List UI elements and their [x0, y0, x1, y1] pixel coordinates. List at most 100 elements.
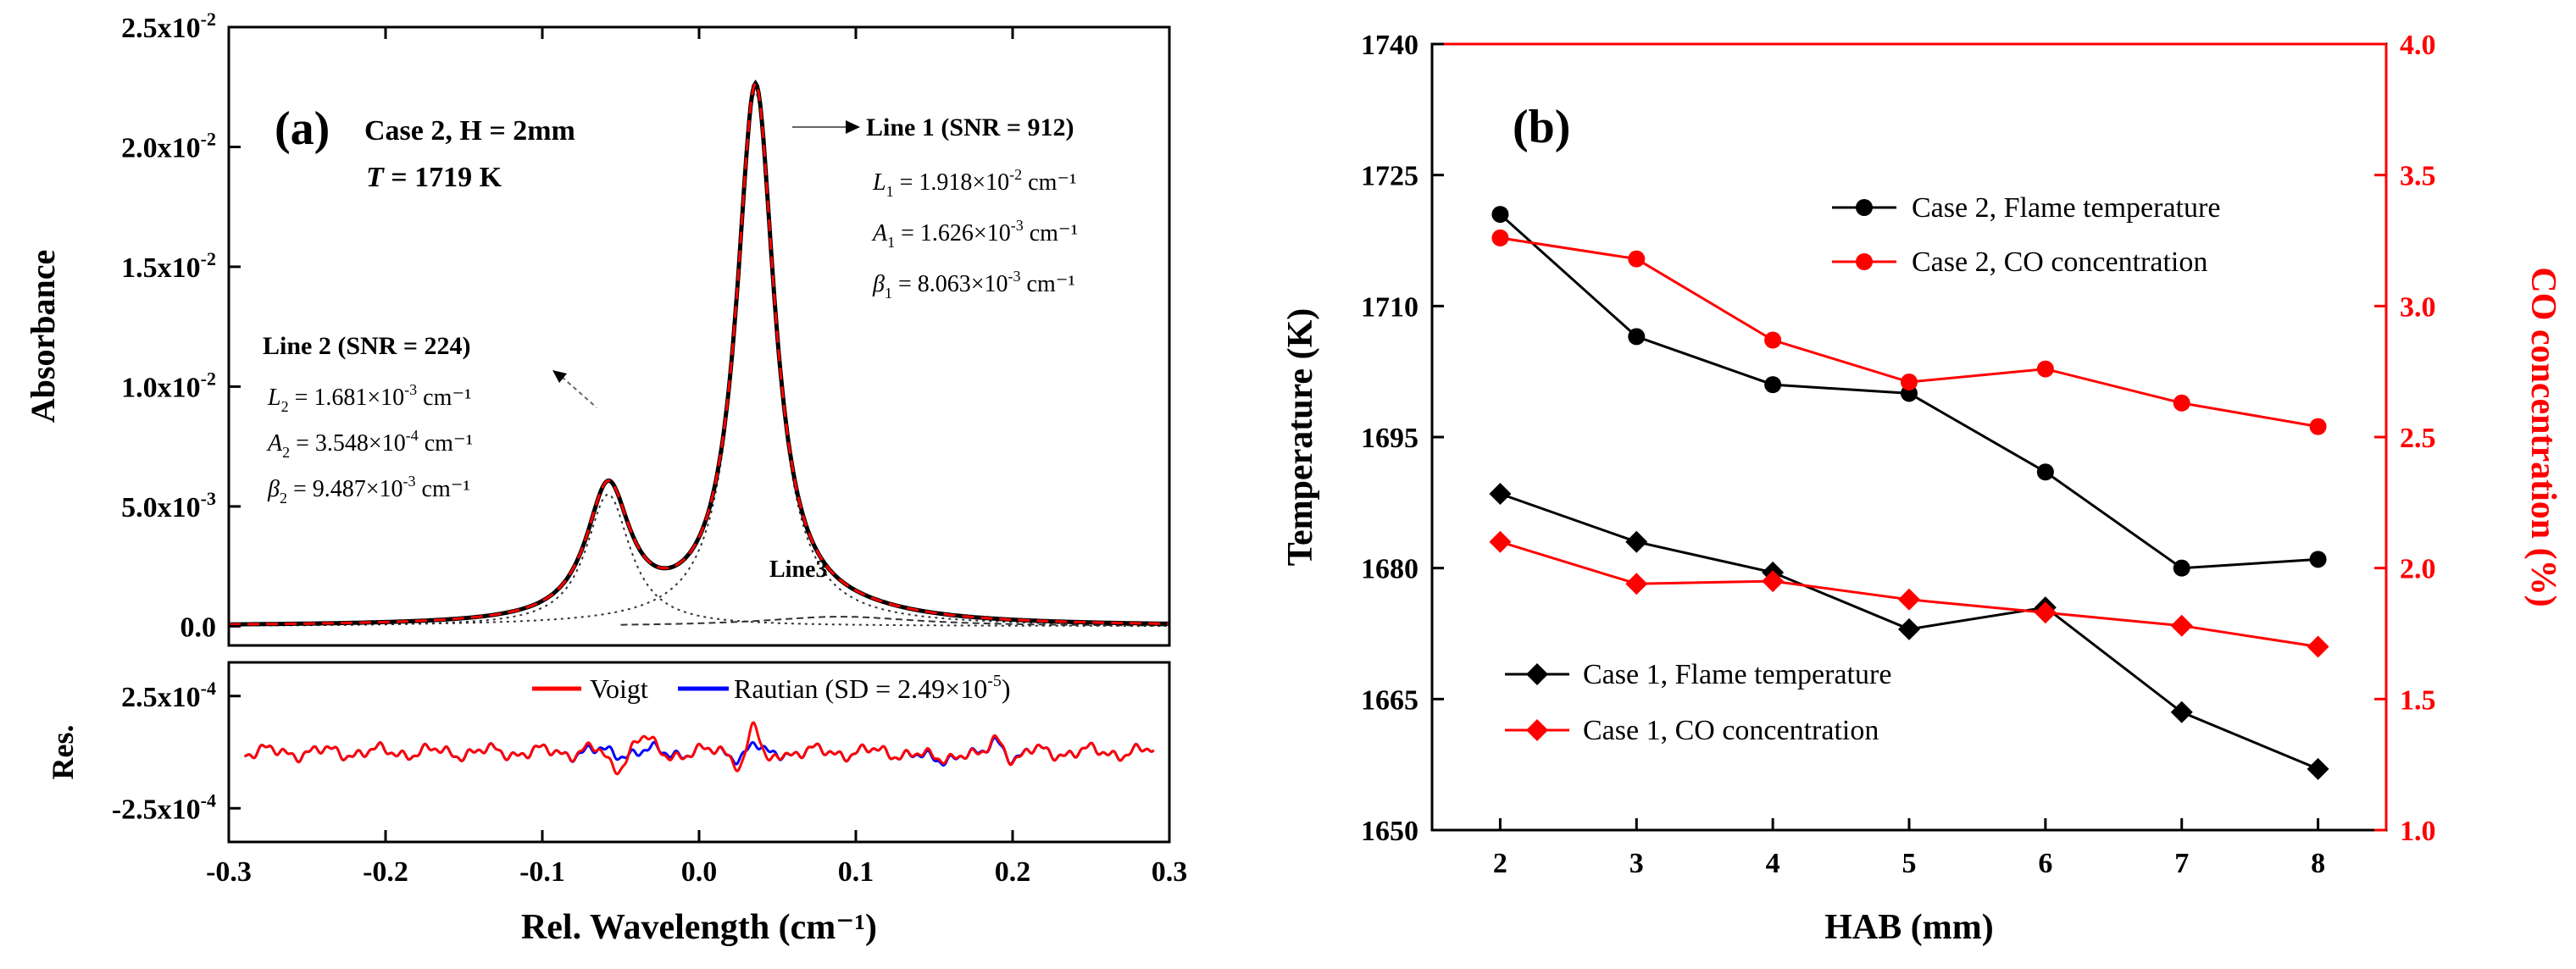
panel-a-ytick-label: 1.5x10-2	[121, 248, 216, 284]
case-1-co-concentration-point	[1489, 530, 1512, 553]
case-1-flame-temperature-point	[2307, 757, 2329, 780]
line1-annotation: Line 1 (SNR = 912) L1 = 1.918×10-2 cm⁻¹ A…	[792, 114, 1078, 302]
panel-a-ytick-label: 1.0x10-2	[121, 368, 216, 403]
panel-b-xtick-label: 7	[2174, 848, 2189, 879]
panel-b-xlabel: HAB (mm)	[1824, 908, 1993, 947]
panel-a-xlabel: Rel. Wavelength (cm⁻¹)	[521, 908, 877, 947]
panel-b-ytick-label: 1695	[1361, 423, 1418, 454]
fit-parameter: β2 = 9.487×10-3 cm⁻¹	[267, 473, 470, 507]
case-2-flame-temperature-point	[2036, 463, 2054, 481]
panel-b-ytick-label: 1740	[1361, 30, 1418, 61]
fit-parameter: L1 = 1.918×10-2 cm⁻¹	[872, 166, 1077, 200]
panel-b-y2tick-label: 1.5	[2400, 684, 2436, 716]
case-2-co-concentration-point	[1764, 331, 1782, 349]
panel-b: 2 3 4 5 6 7 8 1650 1665 1680 1695 1710 1725 1740 1.0 1.…	[1281, 30, 2562, 947]
legend-case1-co-label: Case 1, CO concentration	[1583, 715, 1879, 746]
panel-a-ytick-label: 5.0x10-3	[121, 488, 216, 523]
case-annotation: Case 2, H = 2mm	[364, 115, 575, 147]
panel-b-label: (b)	[1513, 101, 1570, 153]
panel-b-xtick-label: 2	[1493, 848, 1507, 879]
line1-params: L1 = 1.918×10-2 cm⁻¹ A1 = 1.626×10-3 cm⁻¹…	[871, 166, 1078, 302]
case-2-co-concentration-point	[2173, 394, 2190, 412]
fit-parameter: L2 = 1.681×10-3 cm⁻¹	[267, 381, 472, 415]
case-2-co-concentration-point	[1491, 229, 1509, 246]
panel-b-ytick-label: 1710	[1361, 291, 1418, 323]
case-2-flame-temperature-point	[1764, 376, 1782, 394]
voigt-fit-curve	[229, 80, 1169, 626]
panel-b-xtick-label: 8	[2311, 848, 2325, 879]
line3-label: Line3	[769, 556, 827, 583]
case-1-co-concentration-point	[1625, 573, 1648, 595]
legend-case2-temp-label: Case 2, Flame temperature	[1912, 192, 2220, 224]
fit-parameter: A1 = 1.626×10-3 cm⁻¹	[871, 217, 1078, 251]
legend-case1-co-marker	[1526, 719, 1548, 741]
case-2-flame-temperature-point	[2173, 559, 2190, 577]
panel-a-ticks: -0.3 -0.2 -0.1 0.0 0.1 0.2 0.3 0.0 5.0x10-3 1.0x1…	[112, 8, 1187, 888]
residual-ytick-label: -2.5x10-4	[112, 789, 216, 825]
line1-title: Line 1 (SNR = 912)	[866, 114, 1074, 141]
panel-b-ytick-label: 1725	[1361, 161, 1418, 192]
line2-component-curve	[229, 493, 1169, 627]
panel-b-xtick-label: 4	[1766, 848, 1780, 879]
line2-arrowhead	[552, 370, 567, 383]
case-1-flame-temperature-point	[2170, 700, 2193, 723]
case-2-flame-temperature-point	[1628, 328, 1646, 346]
legend-case2-co-marker	[1856, 253, 1873, 270]
panel-b-xtick-label: 5	[1902, 848, 1917, 879]
panel-a-xtick-label: 0.1	[838, 856, 874, 888]
line2-title: Line 2 (SNR = 224)	[263, 332, 470, 360]
case-1-co-concentration-point	[1898, 588, 1920, 611]
line1-arrowhead	[846, 120, 860, 134]
panel-a-xtick-label: 0.2	[995, 856, 1031, 888]
line2-annotation: Line 2 (SNR = 224) L2 = 1.681×10-3 cm⁻¹ A…	[263, 332, 597, 507]
panel-b-y2tick-label: 2.0	[2400, 554, 2436, 585]
panel-b-xtick-label: 3	[1629, 848, 1644, 879]
residual-legend: Voigt Rautian (SD = 2.49×10-5)	[532, 672, 1011, 704]
panel-b-ytick-label: 1650	[1361, 816, 1418, 847]
legend-voigt-label: Voigt	[590, 673, 648, 704]
case-1-flame-temperature-point	[1489, 483, 1512, 506]
legend-rautian-label: Rautian (SD = 2.49×10-5)	[734, 672, 1011, 704]
panel-a-ylabel: Absorbance	[24, 250, 62, 423]
voigt-residual-curve	[244, 721, 1155, 776]
case-2-flame-temperature-point	[2309, 551, 2327, 568]
case-2-co-concentration-point	[1901, 374, 1918, 391]
line3-component-curve	[620, 616, 1169, 627]
panel-a-curves	[229, 79, 1169, 627]
case-2-flame-temperature-point	[1491, 206, 1509, 224]
panel-b-ticks: 2 3 4 5 6 7 8 1650 1665 1680 1695 1710 1725 1740 1.0 1.…	[1361, 30, 2436, 879]
fit-parameter: β1 = 8.063×10-3 cm⁻¹	[872, 268, 1075, 302]
panel-b-y2label: CO concentration (%)	[2523, 267, 2562, 606]
panel-b-frame	[1430, 42, 2388, 832]
panel-a-xtick-label: -0.2	[363, 856, 408, 888]
panel-a-xtick-label: 0.0	[681, 856, 718, 888]
panel-b-y2tick-label: 2.5	[2400, 423, 2436, 454]
panel-b-xtick-label: 6	[2038, 848, 2052, 879]
case-2-co-concentration-point	[1628, 250, 1646, 268]
case-2-co-concentration-point	[2036, 360, 2054, 378]
panel-b-ylabel: Temperature (K)	[1281, 308, 1320, 566]
panel-a-xtick-label: -0.1	[519, 856, 565, 888]
panel-a-label: (a)	[275, 102, 330, 155]
panel-a-ytick-label: 2.0x10-2	[121, 128, 216, 163]
line2-params: L2 = 1.681×10-3 cm⁻¹ A2 = 3.548×10-4 cm⁻¹…	[266, 381, 473, 507]
panel-a: -0.3 -0.2 -0.1 0.0 0.1 0.2 0.3 0.0 5.0x10-3 1.0x1…	[24, 8, 1187, 947]
panel-b-y2tick-label: 1.0	[2400, 816, 2436, 847]
panel-a-ytick-label: 2.5x10-2	[121, 8, 216, 44]
panel-a-xtick-label: -0.3	[206, 856, 252, 888]
temperature-annotation: T = 1719 K	[366, 162, 502, 193]
panel-a-xtick-label: 0.3	[1152, 856, 1188, 888]
residual-ylabel: Res.	[46, 725, 80, 780]
legend-case1: Case 1, Flame temperature Case 1, CO con…	[1505, 659, 1891, 746]
panel-a-residual-curves	[244, 721, 1155, 776]
case-2-co-concentration-point	[2309, 418, 2327, 435]
case-1-co-concentration-point	[1762, 570, 1785, 593]
panel-a-ytick-label: 0.0	[180, 612, 217, 643]
case-1-co-concentration-point	[2170, 614, 2193, 637]
legend-case2-co-label: Case 2, CO concentration	[1912, 246, 2207, 278]
case-1-flame-temperature-point	[1898, 617, 1920, 640]
legend-case2-temp-marker	[1856, 199, 1873, 216]
panel-b-y2tick-label: 4.0	[2400, 30, 2436, 61]
case-1-co-concentration-point	[2034, 601, 2057, 624]
